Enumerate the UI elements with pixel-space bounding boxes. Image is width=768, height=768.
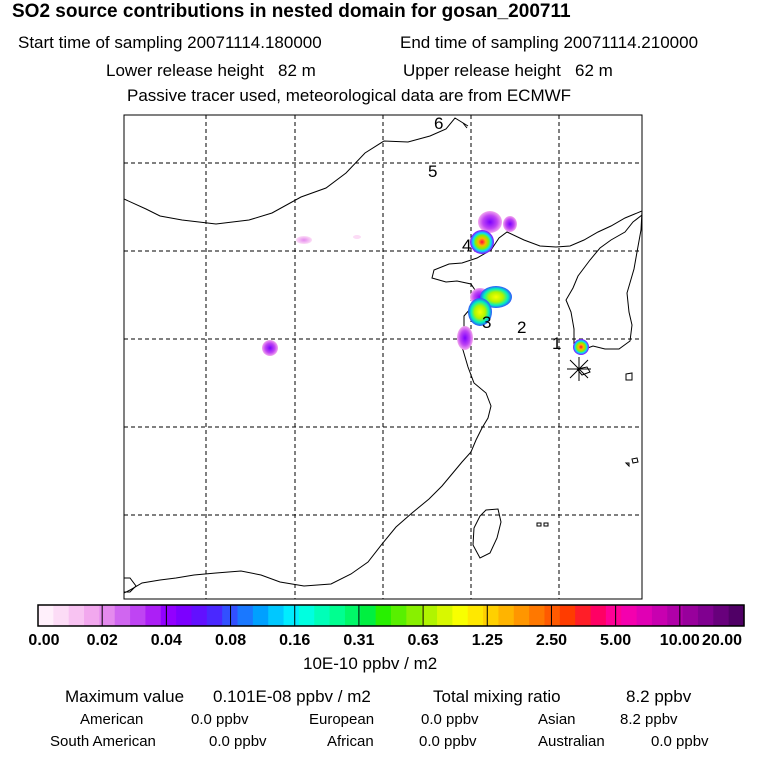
- colorbar-cell: [590, 605, 607, 626]
- colorbar-tick-label: 5.00: [600, 632, 632, 649]
- region-label-3: 3: [482, 313, 491, 332]
- colorbar-cell: [160, 605, 177, 626]
- region-value-australian: 0.0 ppbv: [651, 733, 709, 750]
- colorbar-cell: [391, 605, 407, 626]
- colorbar-cell: [437, 605, 453, 626]
- colorbar-cell: [84, 605, 100, 626]
- colorbar-cell: [621, 605, 638, 626]
- region-value-asian: 8.2 ppbv: [620, 711, 678, 728]
- colorbar-cell: [206, 605, 223, 626]
- colorbar-cell: [344, 605, 361, 626]
- colorbar-tick-label: 0.31: [343, 632, 375, 649]
- colorbar-cell: [421, 605, 438, 626]
- region-name-south-american: South American: [50, 733, 156, 750]
- colorbar-cell: [283, 605, 300, 626]
- colorbar-cell: [38, 605, 54, 626]
- region-name-asian: Asian: [538, 711, 576, 728]
- colorbar-tick-label: 0.04: [150, 632, 182, 649]
- colorbar-cell: [191, 605, 208, 626]
- colorbar-cell: [483, 605, 500, 626]
- region-label-6: 6: [434, 114, 443, 133]
- max-value: 0.101E-08 ppbv / m2: [213, 687, 371, 706]
- colorbar-cell: [298, 605, 315, 626]
- colorbar-cell: [130, 605, 147, 626]
- colorbar-cell: [605, 605, 622, 626]
- region-name-african: African: [327, 733, 374, 750]
- region-labels: 1 2 3 4 5 6: [428, 114, 561, 353]
- colorbar-tick-label: 0.02: [86, 632, 118, 649]
- colorbar-cell: [252, 605, 269, 626]
- colorbar-cell: [529, 605, 546, 626]
- colorbar-tick-label: 0.63: [407, 632, 439, 649]
- region-label-4: 4: [462, 236, 471, 255]
- colorbar-cell: [406, 605, 423, 626]
- max-value-label: Maximum value: [65, 687, 185, 706]
- colorbar-cell: [682, 605, 699, 626]
- colorbar-cell: [375, 605, 392, 626]
- colorbar-tick-label: 10.00: [659, 632, 700, 649]
- colorbar-cell: [329, 605, 346, 626]
- colorbar-cell: [667, 605, 684, 626]
- region-value-african: 0.0 ppbv: [419, 733, 477, 750]
- colorbar-cell: [513, 605, 530, 626]
- concentration-plumes: [262, 211, 589, 356]
- figure-title: SO2 source contributions in nested domai…: [12, 1, 571, 22]
- receptor-marker: [567, 357, 591, 381]
- colorbar-cell: [360, 605, 377, 626]
- grid-lines: [124, 115, 642, 599]
- colorbar-cell: [114, 605, 131, 626]
- colorbar-cell: [53, 605, 70, 626]
- colorbar-tick-label: 20.00: [701, 632, 743, 649]
- upper-release-height: Upper release height 62 m: [403, 61, 613, 80]
- region-label-2: 2: [517, 318, 526, 337]
- colorbar-cell: [697, 605, 714, 626]
- region-label-1: 1: [552, 334, 561, 353]
- region-name-australian: Australian: [538, 733, 605, 750]
- end-sampling-time: End time of sampling 20071114.210000: [400, 33, 699, 52]
- colorbar-cell: [452, 605, 469, 626]
- region-value-south-american: 0.0 ppbv: [209, 733, 267, 750]
- colorbar-unit: 10E-10 ppbv / m2: [303, 654, 438, 673]
- colorbar-cell: [176, 605, 193, 626]
- colorbar-cell: [728, 605, 745, 626]
- region-value-european: 0.0 ppbv: [421, 711, 479, 728]
- region-value-american: 0.0 ppbv: [191, 711, 249, 728]
- tracer-note: Passive tracer used, meteorological data…: [127, 86, 572, 105]
- colorbar-cell: [544, 605, 561, 626]
- region-label-5: 5: [428, 162, 437, 181]
- total-mixing-label: Total mixing ratio: [433, 687, 561, 706]
- colorbar-cell: [498, 605, 515, 626]
- colorbar-cell: [145, 605, 162, 626]
- colorbar-tick-label: 0.08: [214, 632, 247, 649]
- colorbar-cell: [268, 605, 285, 626]
- colorbar-cell: [636, 605, 653, 626]
- colorbar-tick-label: 2.50: [535, 632, 568, 649]
- region-name-european: European: [309, 711, 375, 728]
- map-frame: [123, 114, 643, 600]
- colorbar-cell: [575, 605, 592, 626]
- colorbar-cell: [467, 605, 484, 626]
- colorbar-cell: [314, 605, 331, 626]
- colorbar-tick-label: 0.00: [28, 632, 60, 649]
- start-sampling-time: Start time of sampling 20071114.180000: [18, 33, 322, 52]
- lower-release-height: Lower release height 82 m: [106, 61, 316, 80]
- colorbar-cell: [237, 605, 254, 626]
- colorbar-cell: [651, 605, 668, 626]
- colorbar-cell: [713, 605, 730, 626]
- region-name-american: American: [80, 711, 144, 728]
- colorbar-cell: [559, 605, 576, 626]
- colorbar-tick-label: 0.16: [279, 632, 311, 649]
- colorbar-cell: [99, 605, 116, 626]
- total-mixing-value: 8.2 ppbv: [626, 687, 692, 706]
- colorbar-tick-label: 1.25: [471, 632, 503, 649]
- colorbar-cell: [68, 605, 85, 626]
